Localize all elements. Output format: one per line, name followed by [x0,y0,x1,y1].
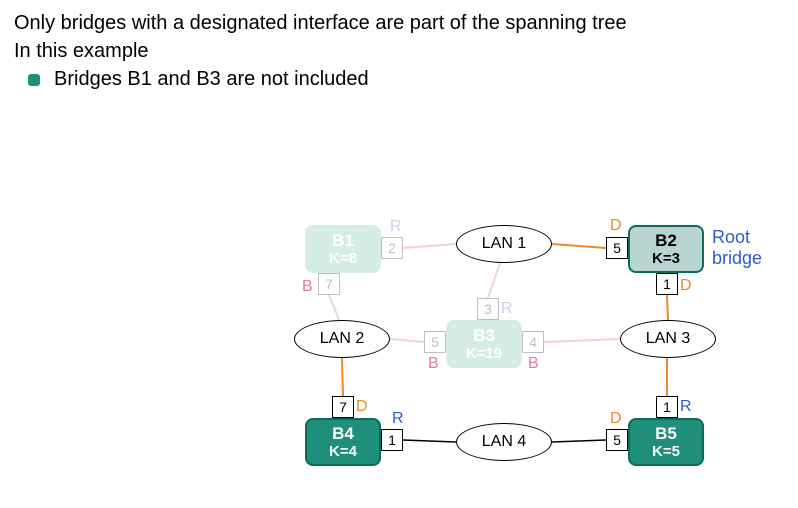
lan-2-label: LAN 2 [320,330,364,348]
port-b3-4-num: 4 [529,334,537,350]
bridge-b1: B1 K=8 [305,225,381,273]
port-b1-2-num: 2 [388,240,396,256]
tag-b5-p1-R: R [680,398,692,416]
bridge-b4-k: K=4 [329,443,357,460]
bridge-b1-name: B1 [332,231,354,251]
port-b3-3-num: 3 [484,301,492,317]
tag-b2-p1-D: D [680,277,692,295]
bridge-b2-k: K=3 [652,250,680,267]
bridge-b2-name: B2 [655,231,677,251]
spanning-tree-diagram: LAN 1 LAN 2 LAN 3 LAN 4 B1 K=8 B2 K=3 B3… [0,0,798,508]
bridge-b4-name: B4 [332,424,354,444]
port-b5-5: 5 [606,429,628,451]
port-b2-5: 5 [606,237,628,259]
root-bridge-label-l1: Root [712,227,762,248]
tag-b4-p1-R: R [392,410,404,428]
bridge-b3: B3 K=19 [446,320,522,368]
tag-b4-p7-D: D [356,398,368,416]
bridge-b5-name: B5 [655,424,677,444]
root-bridge-label: Root bridge [712,227,762,268]
bridge-b5: B5 K=5 [628,418,704,466]
tag-b5-p5-D: D [610,410,622,428]
bridge-b3-k: K=19 [466,345,502,362]
tag-b3-p3-R: R [501,300,513,318]
port-b4-1-num: 1 [388,432,396,448]
tag-b3-p4-B: B [528,355,539,373]
tag-b2-p5-D: D [610,217,622,235]
port-b1-7: 7 [318,273,340,295]
lan-2: LAN 2 [294,320,390,358]
tag-b3-p5-B: B [428,355,439,373]
port-b2-1: 1 [656,273,678,295]
port-b3-5-num: 5 [431,334,439,350]
port-b3-4: 4 [522,331,544,353]
port-b4-7: 7 [332,396,354,418]
port-b4-7-num: 7 [339,399,347,415]
port-b5-1-num: 1 [663,399,671,415]
port-b5-5-num: 5 [613,432,621,448]
port-b1-7-num: 7 [325,276,333,292]
port-b3-5: 5 [424,331,446,353]
root-bridge-label-l2: bridge [712,248,762,269]
tag-b1-p7-B: B [302,278,313,296]
port-b2-1-num: 1 [663,276,671,292]
lan-4-label: LAN 4 [482,433,526,451]
lan-3: LAN 3 [620,320,716,358]
port-b4-1: 1 [381,429,403,451]
port-b3-3: 3 [477,298,499,320]
tag-b1-p2-R: R [390,218,402,236]
port-b1-2: 2 [381,237,403,259]
bridge-b2: B2 K=3 [628,225,704,273]
port-b5-1: 1 [656,396,678,418]
bridge-b3-name: B3 [473,326,495,346]
port-b2-5-num: 5 [613,240,621,256]
bridge-b4: B4 K=4 [305,418,381,466]
lan-4: LAN 4 [456,423,552,461]
lan-1-label: LAN 1 [482,235,526,253]
bridge-b5-k: K=5 [652,443,680,460]
lan-1: LAN 1 [456,225,552,263]
lan-3-label: LAN 3 [646,330,690,348]
bridge-b1-k: K=8 [329,250,357,267]
